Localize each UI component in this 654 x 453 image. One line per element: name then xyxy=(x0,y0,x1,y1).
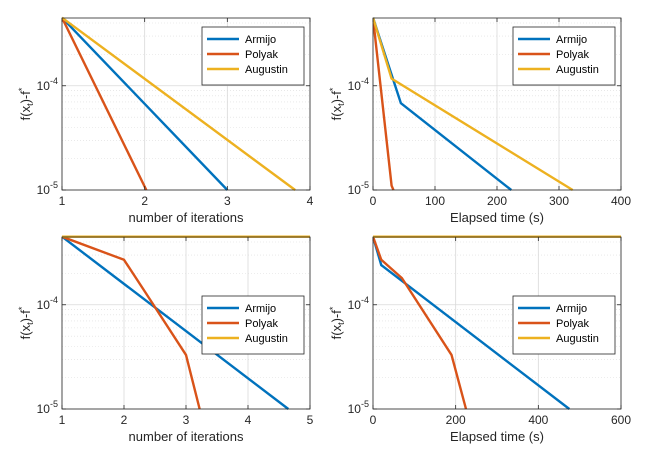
x-tick-label: 3 xyxy=(224,194,231,208)
legend-label-armijo: Armijo xyxy=(556,303,587,315)
y-tick-label: 10-5 xyxy=(37,399,58,416)
x-tick-label: 4 xyxy=(307,194,314,208)
series-line-augustin xyxy=(373,17,574,192)
x-tick-label: 1 xyxy=(59,413,66,427)
y-axis-label: f(xt)-f* xyxy=(17,306,35,339)
legend-label-augustin: Augustin xyxy=(556,64,599,76)
x-tick-label: 1 xyxy=(59,194,66,208)
legend-box xyxy=(512,295,616,355)
x-tick-label: 200 xyxy=(446,413,466,427)
chart-1: 1 2 3 4 10-4 10-5 number of iterations f(xt)-f*… xyxy=(17,16,314,225)
tick-marks xyxy=(61,18,311,191)
x-tick-label: 600 xyxy=(611,413,631,427)
legend-label-armijo: Armijo xyxy=(245,303,276,315)
series-line-polyak xyxy=(62,17,148,191)
x-tick-label: 400 xyxy=(528,413,548,427)
tick-marks xyxy=(372,18,622,191)
x-tick-label: 5 xyxy=(307,413,314,427)
y-axis-label: f(xt)-f* xyxy=(328,306,346,339)
y-tick-label: 10-4 xyxy=(37,76,58,93)
legend-label-polyak: Polyak xyxy=(556,318,590,330)
series-line-armijo xyxy=(62,16,229,191)
legend: Armijo Polyak Augustin xyxy=(512,295,616,355)
y-axis-label: f(xt)-f* xyxy=(328,87,346,120)
y-axis-label: f(xt)-f* xyxy=(17,87,35,120)
y-tick-label: 10-5 xyxy=(37,180,58,197)
legend-box xyxy=(201,295,305,355)
x-tick-label: 0 xyxy=(370,194,377,208)
y-tick-label: 10-5 xyxy=(348,180,369,197)
x-tick-label: 200 xyxy=(487,194,507,208)
x-tick-label: 300 xyxy=(549,194,569,208)
legend: Armijo Polyak Augustin xyxy=(512,26,616,86)
y-tick-label: 10-4 xyxy=(348,295,369,312)
x-tick-label: 2 xyxy=(121,413,128,427)
legend: Armijo Polyak Augustin xyxy=(201,26,305,86)
legend-label-polyak: Polyak xyxy=(245,49,279,61)
series-line-polyak xyxy=(373,236,468,410)
legend-box xyxy=(201,26,305,86)
x-axis-label: number of iterations xyxy=(129,210,244,225)
series-line-polyak xyxy=(62,235,201,410)
legend-label-augustin: Augustin xyxy=(245,64,288,76)
x-axis-label: number of iterations xyxy=(129,429,244,444)
y-tick-label: 10-4 xyxy=(37,295,58,312)
legend-label-polyak: Polyak xyxy=(245,318,279,330)
legend-label-armijo: Armijo xyxy=(245,34,276,46)
x-tick-label: 400 xyxy=(611,194,631,208)
x-tick-label: 0 xyxy=(370,413,377,427)
series-line-polyak xyxy=(373,17,395,191)
series-line-armijo xyxy=(62,235,290,410)
x-axis-label: Elapsed time (s) xyxy=(450,429,544,444)
chart-2: 0 100 200 300 400 10-4 10-5 Elapsed time (s) f(x… xyxy=(328,17,631,225)
series-line-augustin xyxy=(62,16,296,191)
x-tick-label: 3 xyxy=(183,413,190,427)
y-tick-label: 10-5 xyxy=(348,399,369,416)
legend-label-armijo: Armijo xyxy=(556,34,587,46)
tick-marks xyxy=(372,237,622,410)
legend-label-polyak: Polyak xyxy=(556,49,590,61)
legend-label-augustin: Augustin xyxy=(556,333,599,345)
legend-box xyxy=(512,26,616,86)
chart-4: 0 200 400 600 10-4 10-5 Elapsed time (s) f(xt)-… xyxy=(328,235,631,444)
x-axis-label: Elapsed time (s) xyxy=(450,210,544,225)
x-tick-label: 100 xyxy=(425,194,445,208)
tick-marks xyxy=(61,237,311,410)
axes-box xyxy=(372,236,622,410)
axes-box xyxy=(61,17,311,191)
x-tick-label: 4 xyxy=(245,413,252,427)
x-tick-label: 2 xyxy=(141,194,148,208)
legend: Armijo Polyak Augustin xyxy=(201,295,305,355)
chart-3: 1 2 3 4 5 10-4 10-5 number of iterations f(xt)-f… xyxy=(17,235,314,444)
y-tick-label: 10-4 xyxy=(348,76,369,93)
minor-grid xyxy=(373,241,621,378)
legend-label-augustin: Augustin xyxy=(245,333,288,345)
